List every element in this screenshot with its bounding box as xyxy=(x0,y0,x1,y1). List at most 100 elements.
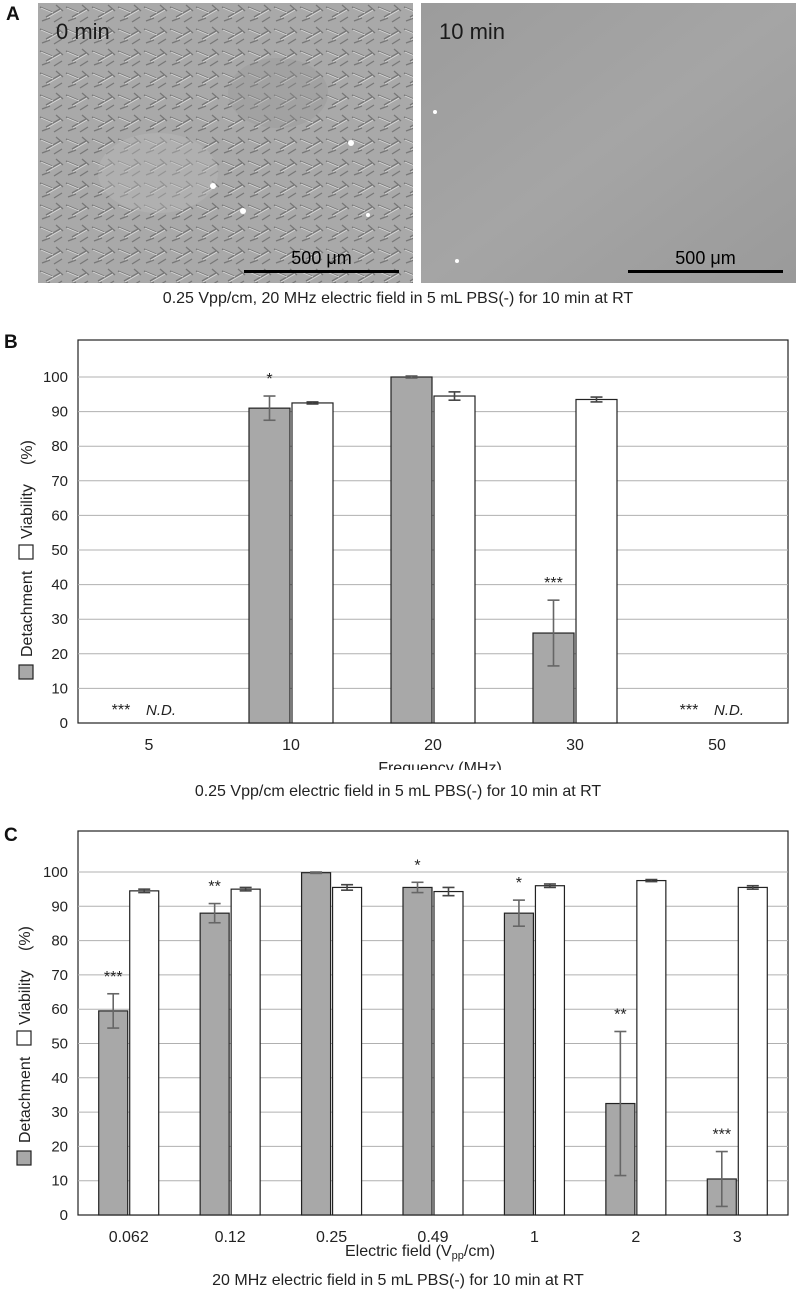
panel-b-caption: 0.25 Vpp/cm electric field in 5 mL PBS(-… xyxy=(194,783,602,800)
x-tick-label: 1 xyxy=(530,1229,539,1246)
x-axis-label-subscript: pp xyxy=(452,1250,464,1262)
y-tick-label: 10 xyxy=(51,1173,68,1190)
micrograph-time-label: 10 min xyxy=(439,19,506,44)
detachment-bar xyxy=(402,886,433,1216)
cell-culture-image xyxy=(421,3,796,283)
legend-swatch-detachment xyxy=(18,664,34,680)
x-axis-label-tail: /cm) xyxy=(464,1243,495,1260)
x-tick-label: 0.062 xyxy=(109,1229,149,1246)
significance-stars: ** xyxy=(614,1006,626,1023)
micrograph-time-label: 0 min xyxy=(56,19,110,44)
legend-swatch-viability xyxy=(18,544,34,560)
viability-bar xyxy=(636,879,667,1216)
y-tick-label: 40 xyxy=(51,577,68,594)
cell-culture-image xyxy=(38,3,413,283)
micrograph-0min: 0 min 500 μm xyxy=(38,3,413,283)
x-tick-label: 0.12 xyxy=(215,1229,246,1246)
x-tick-label: 20 xyxy=(424,737,442,754)
y-tick-label: 50 xyxy=(51,542,68,559)
significance-stars: *** xyxy=(104,969,123,986)
viability-bar xyxy=(433,395,476,724)
viability-bar xyxy=(291,402,334,724)
not-detected-note: N.D. xyxy=(146,702,176,719)
viability-bar xyxy=(331,886,363,1216)
x-axis-label: Electric field (Vpp/cm) xyxy=(345,1243,495,1262)
x-tick-label: 3 xyxy=(733,1229,742,1246)
panel-a-letter: A xyxy=(6,4,20,25)
x-tick-label: 0.25 xyxy=(316,1229,347,1246)
y-tick-label: 60 xyxy=(51,507,68,524)
significance-stars: *** xyxy=(112,702,131,719)
not-detected-note: N.D. xyxy=(714,702,744,719)
y-tick-label: 90 xyxy=(51,404,68,421)
legend-swatch-viability xyxy=(16,1030,32,1046)
plot-frame xyxy=(77,830,789,1216)
y-tick-label: 100 xyxy=(43,369,68,386)
significance-stars: ** xyxy=(208,879,220,896)
scale-bar-label: 500 μm xyxy=(675,248,736,268)
detachment-bar xyxy=(98,1010,129,1216)
viability-bar xyxy=(737,886,768,1216)
y-axis-label: Detachment Viability (%) xyxy=(16,926,34,1166)
y-tick-label: 90 xyxy=(51,898,68,915)
panel-c-letter: C xyxy=(4,825,18,846)
scale-bar xyxy=(628,270,783,273)
scale-bar xyxy=(244,270,399,273)
y-tick-label: 20 xyxy=(51,1138,68,1155)
detachment-bar xyxy=(390,376,433,724)
significance-stars: * xyxy=(266,371,272,388)
x-tick-label: 5 xyxy=(145,737,154,754)
y-tick-label: 80 xyxy=(51,438,68,455)
chart-c: 0 10 20 30 40 50 60 70 80 90 100 0.062 0.12 0.25 0.49 1… xyxy=(16,830,789,1262)
significance-stars: *** xyxy=(712,1127,731,1144)
x-tick-label: 0.49 xyxy=(417,1229,448,1246)
y-unit-label: (%) xyxy=(17,926,34,951)
viability-bar xyxy=(534,885,566,1216)
x-tick-label: 30 xyxy=(566,737,584,754)
y-tick-label: 70 xyxy=(51,473,68,490)
significance-stars: *** xyxy=(544,575,563,592)
viability-bar xyxy=(129,890,160,1216)
y-axis-label: Detachment Viability (%) xyxy=(18,440,36,680)
significance-stars: * xyxy=(414,857,420,874)
significance-stars: * xyxy=(516,875,522,892)
panel-a-caption: 0.25 Vpp/cm, 20 MHz electric field in 5 … xyxy=(162,290,634,307)
y-tick-label: 70 xyxy=(51,967,68,984)
detachment-bar xyxy=(300,872,332,1216)
scale-bar-label: 500 μm xyxy=(291,248,352,268)
y-tick-label: 60 xyxy=(51,1001,68,1018)
y-tick-label: 30 xyxy=(51,1104,68,1121)
panel-c-caption: 20 MHz electric field in 5 mL PBS(-) for… xyxy=(212,1272,584,1289)
y-tick-label: 0 xyxy=(60,1207,68,1224)
viability-bar xyxy=(575,398,618,724)
y-tick-label: 20 xyxy=(51,646,68,663)
detachment-bar xyxy=(248,407,291,724)
detachment-bar xyxy=(503,912,535,1216)
y-tick-label: 50 xyxy=(51,1036,68,1053)
plot-frame xyxy=(77,339,789,724)
micrograph-10min: 10 min 500 μm xyxy=(421,3,796,283)
y-tick-label: 0 xyxy=(60,715,68,732)
panel-b-letter: B xyxy=(4,332,18,353)
legend-detachment-label: Detachment xyxy=(17,1056,34,1143)
x-tick-label: 10 xyxy=(282,737,300,754)
viability-bar xyxy=(230,888,261,1216)
x-axis-label: Frequency (MHz) xyxy=(378,760,502,770)
x-tick-label: 2 xyxy=(631,1229,640,1246)
detachment-bar xyxy=(199,912,230,1216)
x-axis-label-main: Electric field (V xyxy=(345,1243,452,1260)
viability-bar xyxy=(433,890,464,1216)
y-unit-label: (%) xyxy=(19,440,36,465)
significance-stars: *** xyxy=(680,702,699,719)
legend-viability-label: Viability xyxy=(17,970,34,1025)
y-tick-label: 80 xyxy=(51,933,68,950)
y-tick-label: 30 xyxy=(51,611,68,628)
x-tick-label: 50 xyxy=(708,737,726,754)
y-tick-label: 100 xyxy=(43,864,68,881)
y-tick-label: 10 xyxy=(51,680,68,697)
legend-detachment-label: Detachment xyxy=(19,570,36,657)
legend-viability-label: Viability xyxy=(19,484,36,539)
y-tick-label: 40 xyxy=(51,1070,68,1087)
legend-swatch-detachment xyxy=(16,1150,32,1166)
